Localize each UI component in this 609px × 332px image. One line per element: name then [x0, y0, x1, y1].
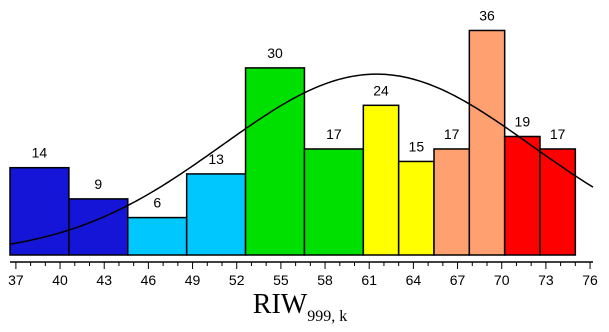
bar-value-label-7: 24: [373, 82, 389, 98]
x-tick-label-64: 64: [406, 272, 422, 288]
bar-10: [468, 29, 506, 256]
x-tick-label-70: 70: [494, 272, 510, 288]
x-tick-label-61: 61: [361, 272, 377, 288]
bar-value-label-4: 13: [208, 151, 224, 167]
bar-value-label-10: 36: [479, 7, 495, 23]
x-tick-label-46: 46: [141, 272, 157, 288]
bar-value-label-11: 19: [515, 114, 531, 130]
x-tick-label-43: 43: [96, 272, 112, 288]
bar-value-label-1: 14: [32, 145, 48, 161]
bar-11: [503, 135, 541, 256]
bar-12: [539, 148, 577, 256]
bar-7: [362, 104, 400, 256]
bar-4: [185, 173, 247, 256]
bar-value-label-9: 17: [444, 126, 460, 142]
x-axis-title: RIW999, k: [253, 289, 347, 325]
data-labels-layer: 14 9 6 13 30 17 24 15 17 36 19 17: [32, 7, 566, 210]
x-axis: 37 40 43 46 49 52 55 58 61 64 67 70 73 76: [8, 261, 598, 288]
bar-value-label-3: 6: [153, 195, 161, 211]
x-tick-label-58: 58: [317, 272, 333, 288]
x-tick-label-76: 76: [582, 272, 598, 288]
bar-1: [9, 166, 70, 256]
bars-layer: [9, 29, 577, 256]
x-tick-label-67: 67: [450, 272, 466, 288]
normal-fit-curve: [9, 73, 594, 245]
x-tick-label-40: 40: [52, 272, 68, 288]
bar-8: [397, 160, 435, 256]
bar-value-label-6: 17: [326, 126, 342, 142]
bar-value-label-2: 9: [94, 176, 102, 192]
bar-3: [127, 216, 188, 256]
x-tick-label-73: 73: [538, 272, 554, 288]
bar-9: [433, 148, 471, 256]
bar-5: [244, 67, 306, 256]
x-tick-label-55: 55: [273, 272, 289, 288]
bar-value-label-12: 17: [550, 126, 566, 142]
x-tick-label-37: 37: [8, 272, 24, 288]
x-tick-label-52: 52: [229, 272, 245, 288]
bar-value-label-8: 15: [409, 138, 425, 154]
x-tick-label-49: 49: [185, 272, 201, 288]
bar-6: [303, 148, 365, 256]
bar-value-label-5: 30: [267, 45, 283, 61]
